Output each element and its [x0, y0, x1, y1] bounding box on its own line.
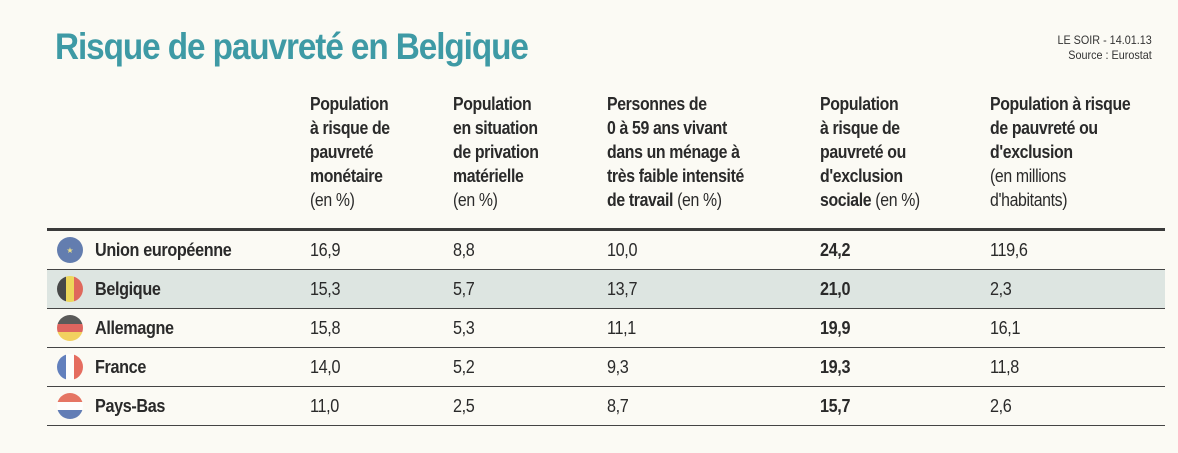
- table-cell: 15,7: [820, 396, 851, 416]
- table-cell: 21,0: [820, 279, 851, 299]
- column-header-1: Population à risque de pauvreté monétair…: [310, 92, 390, 212]
- table-cell: 14,0: [310, 357, 341, 377]
- column-header-unit: (en %): [453, 190, 498, 210]
- country-name: Allemagne: [95, 318, 174, 338]
- page-title: Risque de pauvreté en Belgique: [55, 26, 529, 67]
- country-name: Pays-Bas: [95, 396, 166, 416]
- column-header-3: Personnes de 0 à 59 ans vivant dans un m…: [607, 92, 744, 212]
- column-header-title: Population à risque de pauvreté ou d'exc…: [820, 94, 906, 210]
- table-cell: 15,3: [310, 279, 341, 299]
- belgium-flag-icon: [57, 276, 83, 302]
- country-name: Union européenne: [95, 240, 232, 260]
- table-cell: 10,0: [607, 240, 638, 260]
- germany-flag-icon: [57, 315, 83, 341]
- table-cell: 13,7: [607, 279, 638, 299]
- table-row: France 14,0 5,2 9,3 19,3 11,8: [47, 348, 1165, 387]
- column-header-unit: (en %): [673, 190, 722, 210]
- country-name: France: [95, 357, 146, 377]
- table-cell: 8,7: [607, 396, 629, 416]
- country-name: Belgique: [95, 279, 161, 299]
- column-header-unit: (en %): [310, 190, 355, 210]
- table-cell: 19,9: [820, 318, 851, 338]
- header-divider: [47, 228, 1165, 231]
- table-row: Pays-Bas 11,0 2,5 8,7 15,7 2,6: [47, 387, 1165, 426]
- table-cell: 19,3: [820, 357, 851, 377]
- column-header-2: Population en situation de privation mat…: [453, 92, 539, 212]
- table-cell: 119,6: [990, 240, 1028, 260]
- table-cell: 8,8: [453, 240, 475, 260]
- table-cell: 2,6: [990, 396, 1012, 416]
- table-row: Allemagne 15,8 5,3 11,1 19,9 16,1: [47, 309, 1165, 348]
- table-cell: 5,7: [453, 279, 475, 299]
- table-cell: 16,1: [990, 318, 1021, 338]
- data-source: Source : Eurostat: [1068, 48, 1152, 62]
- column-header-title: Population à risque de pauvreté ou d'exc…: [990, 94, 1131, 162]
- publication-date: LE SOIR - 14.01.13: [1057, 33, 1152, 47]
- table-cell: 9,3: [607, 357, 629, 377]
- table-row: Belgique 15,3 5,7 13,7 21,0 2,3: [47, 270, 1165, 309]
- table-cell: 24,2: [820, 240, 851, 260]
- column-header-5: Population à risque de pauvreté ou d'exc…: [990, 92, 1131, 212]
- table-row: ★ Union européenne 16,9 8,8 10,0 24,2 119,6: [47, 231, 1165, 270]
- column-header-title: Population en situation de privation mat…: [453, 94, 539, 186]
- table-cell: 11,1: [607, 318, 636, 338]
- table-cell: 11,8: [990, 357, 1019, 377]
- netherlands-flag-icon: [57, 393, 83, 419]
- table-cell: 16,9: [310, 240, 341, 260]
- column-header-4: Population à risque de pauvreté ou d'exc…: [820, 92, 920, 212]
- column-header-title: Personnes de 0 à 59 ans vivant dans un m…: [607, 94, 744, 210]
- source-credit: LE SOIR - 14.01.13 Source : Eurostat: [1058, 33, 1152, 63]
- table-cell: 5,3: [453, 318, 475, 338]
- table-cell: 15,8: [310, 318, 341, 338]
- table-cell: 5,2: [453, 357, 475, 377]
- column-header-title: Population à risque de pauvreté monétair…: [310, 94, 390, 186]
- eu-flag-icon: ★: [57, 237, 83, 263]
- table-cell: 2,5: [453, 396, 475, 416]
- france-flag-icon: [57, 354, 83, 380]
- table-cell: 11,0: [310, 396, 339, 416]
- column-header-unit: (en millions d'habitants): [990, 166, 1068, 210]
- table-cell: 2,3: [990, 279, 1012, 299]
- column-header-unit: (en %): [871, 190, 920, 210]
